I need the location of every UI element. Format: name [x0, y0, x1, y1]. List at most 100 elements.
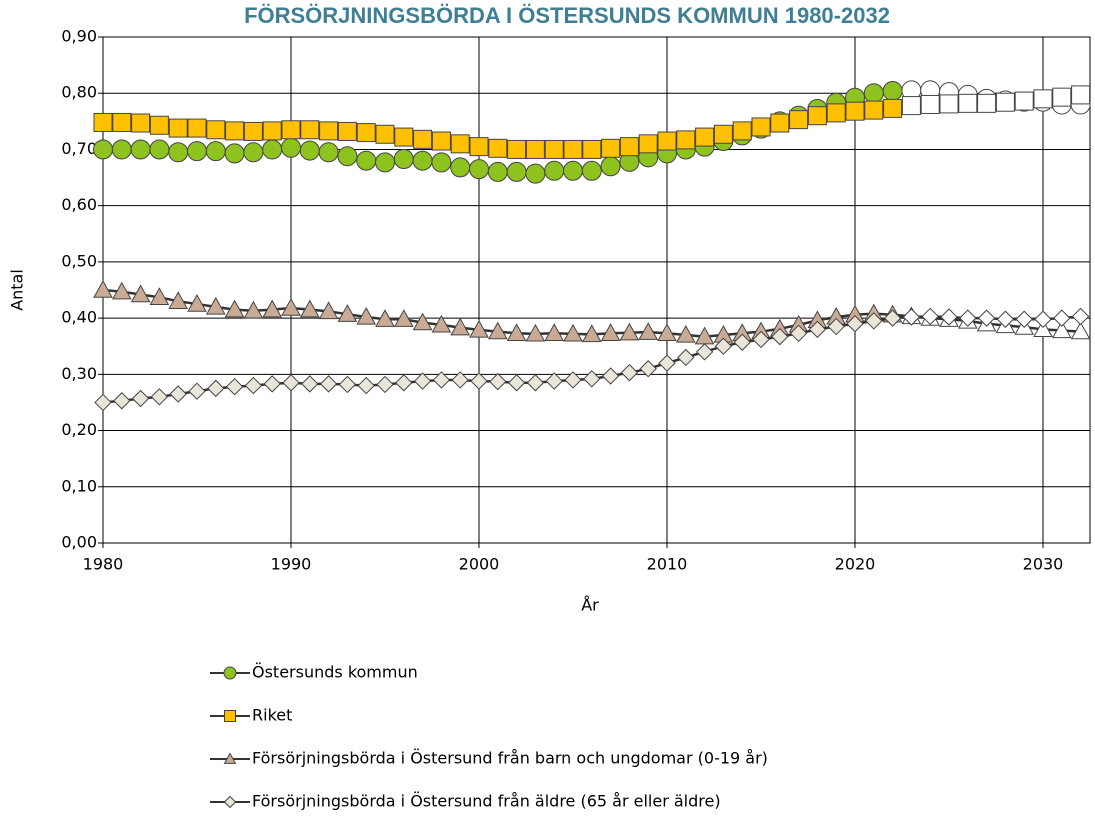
marker — [469, 319, 489, 338]
marker — [469, 159, 489, 180]
marker — [600, 156, 621, 177]
marker — [506, 161, 527, 182]
y-tick-label: 0,80 — [61, 83, 97, 102]
marker — [112, 112, 132, 132]
marker — [262, 121, 282, 141]
marker — [638, 322, 659, 340]
marker — [263, 375, 281, 393]
marker — [751, 117, 771, 137]
marker — [658, 354, 676, 372]
marker — [224, 299, 245, 318]
marker — [244, 376, 263, 395]
marker — [977, 93, 997, 113]
marker — [845, 101, 865, 121]
marker — [299, 299, 320, 318]
marker — [169, 385, 187, 403]
marker — [469, 137, 489, 157]
marker — [940, 308, 958, 326]
marker — [619, 322, 640, 341]
marker — [223, 795, 237, 809]
legend-label: Östersunds kommun — [252, 663, 418, 682]
marker — [168, 142, 189, 163]
marker — [732, 121, 752, 141]
marker — [487, 321, 508, 340]
marker — [301, 375, 319, 393]
marker — [318, 301, 339, 320]
y-tick-label: 0,70 — [61, 139, 97, 158]
marker — [921, 307, 939, 326]
marker — [470, 372, 488, 390]
y-tick-label: 0,20 — [61, 420, 97, 439]
marker — [544, 160, 565, 181]
marker — [507, 374, 526, 392]
marker — [638, 134, 658, 154]
marker — [789, 110, 809, 130]
marker — [581, 324, 602, 343]
y-tick-label: 0,30 — [61, 364, 97, 383]
marker — [356, 123, 376, 143]
marker — [581, 160, 602, 181]
marker — [412, 312, 433, 331]
x-axis-label: År — [581, 596, 599, 615]
marker — [920, 94, 940, 114]
marker — [375, 152, 395, 173]
marker — [450, 157, 471, 178]
y-axis-label: Antal — [8, 269, 27, 311]
marker — [262, 139, 283, 160]
marker — [413, 129, 433, 149]
marker — [223, 666, 237, 680]
marker — [356, 306, 377, 325]
marker — [375, 309, 395, 327]
marker — [1034, 310, 1052, 328]
marker — [958, 93, 978, 113]
marker — [168, 118, 188, 138]
y-tick-label: 0,60 — [61, 195, 97, 214]
marker — [563, 139, 583, 159]
marker — [337, 121, 357, 141]
marker — [713, 124, 733, 144]
marker — [338, 375, 357, 394]
marker — [1033, 319, 1053, 338]
marker — [223, 752, 237, 764]
marker — [488, 138, 508, 158]
marker — [714, 337, 733, 355]
marker — [450, 134, 470, 154]
marker — [677, 348, 695, 367]
marker — [299, 140, 320, 161]
marker — [111, 139, 132, 160]
marker — [600, 323, 621, 341]
marker — [395, 374, 413, 392]
marker — [601, 367, 620, 385]
marker — [130, 139, 151, 160]
marker — [281, 297, 301, 316]
marker — [657, 131, 677, 151]
marker — [525, 139, 545, 159]
marker — [131, 389, 150, 408]
marker — [733, 333, 751, 351]
marker — [431, 314, 452, 333]
y-tick-label: 0,90 — [61, 27, 97, 46]
marker — [205, 296, 226, 315]
marker — [432, 371, 451, 389]
marker — [863, 83, 884, 104]
marker — [225, 121, 245, 141]
x-tick-label: 2020 — [835, 555, 876, 574]
marker — [489, 372, 507, 391]
marker — [281, 137, 301, 158]
marker — [977, 309, 996, 327]
marker — [188, 382, 206, 400]
marker — [770, 113, 790, 133]
legend-label: Försörjningsbörda i Östersund från äldre… — [252, 792, 721, 811]
marker — [413, 372, 432, 390]
marker — [94, 393, 112, 412]
marker — [93, 279, 113, 298]
legend-label: Försörjningsbörda i Östersund från barn … — [252, 749, 768, 768]
marker — [657, 323, 677, 341]
marker — [93, 139, 113, 160]
marker — [224, 710, 236, 722]
marker — [902, 308, 921, 326]
marker — [431, 152, 452, 173]
marker — [375, 124, 395, 144]
marker — [262, 299, 283, 318]
marker — [412, 150, 433, 171]
